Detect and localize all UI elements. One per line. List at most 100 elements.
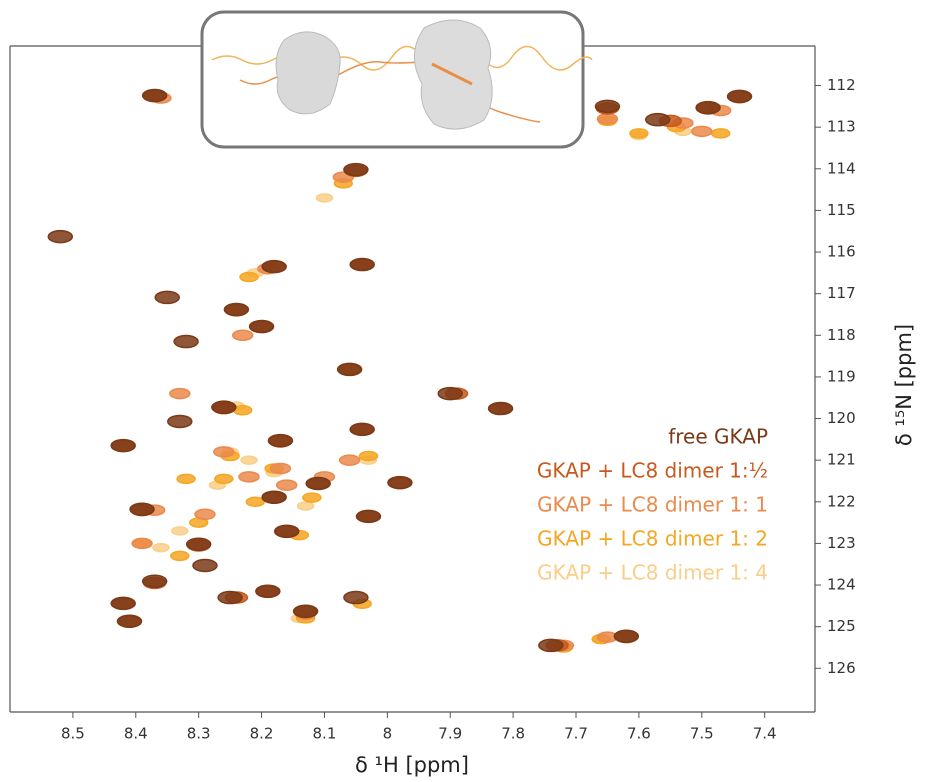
y-tick-label: 119 bbox=[827, 367, 856, 385]
y-tick-label: 124 bbox=[827, 576, 856, 594]
peak bbox=[645, 112, 671, 127]
peak bbox=[116, 614, 143, 629]
peak bbox=[170, 550, 190, 562]
peak bbox=[691, 125, 713, 138]
y-tick-label: 125 bbox=[827, 617, 856, 635]
peak bbox=[596, 113, 619, 125]
y-tick-label: 118 bbox=[827, 326, 856, 344]
y-tick-label: 120 bbox=[827, 409, 856, 427]
x-tick-label: 8 bbox=[383, 725, 393, 743]
peak bbox=[538, 638, 564, 653]
x-tick-label: 7.6 bbox=[627, 725, 651, 743]
peak bbox=[171, 526, 189, 536]
peak bbox=[695, 100, 721, 115]
peak bbox=[387, 475, 413, 490]
peak bbox=[349, 422, 375, 437]
peak bbox=[238, 471, 260, 483]
legend-entry: GKAP + LC8 dimer 1: 1 bbox=[537, 493, 768, 517]
y-tick-label: 126 bbox=[827, 659, 856, 677]
peak bbox=[223, 302, 250, 317]
peak bbox=[167, 414, 193, 429]
peak bbox=[338, 454, 361, 466]
y-tick-label: 115 bbox=[827, 201, 856, 219]
x-tick-label: 8.4 bbox=[124, 725, 148, 743]
peak bbox=[211, 400, 237, 415]
peak bbox=[305, 476, 331, 491]
peak bbox=[173, 334, 199, 349]
y-tick-label: 122 bbox=[827, 492, 856, 510]
x-tick-label: 7.9 bbox=[438, 725, 462, 743]
peak bbox=[141, 88, 168, 103]
peak bbox=[358, 450, 379, 462]
peak bbox=[152, 542, 170, 553]
peak bbox=[336, 362, 363, 377]
peak bbox=[248, 319, 275, 334]
y-tick-label: 121 bbox=[827, 451, 856, 469]
peak bbox=[613, 629, 640, 643]
y-tick-label: 113 bbox=[827, 118, 856, 136]
y-tick-label: 112 bbox=[827, 76, 856, 94]
peak bbox=[141, 574, 168, 589]
plot-frame bbox=[9, 45, 816, 713]
x-tick-label: 8.5 bbox=[61, 725, 85, 743]
peak bbox=[267, 433, 294, 448]
peak bbox=[194, 508, 216, 521]
peak bbox=[176, 473, 196, 485]
peak bbox=[726, 89, 753, 104]
peak bbox=[245, 496, 266, 508]
y-tick-label: 116 bbox=[827, 243, 856, 261]
peak bbox=[255, 584, 281, 599]
peak bbox=[213, 446, 235, 458]
x-tick-label: 8.2 bbox=[250, 725, 274, 743]
peak bbox=[192, 558, 218, 573]
x-tick-label: 8.1 bbox=[313, 725, 337, 743]
peak bbox=[231, 329, 254, 342]
peak bbox=[110, 596, 136, 611]
y-axis-title: δ ¹⁵N [ppm] bbox=[892, 324, 916, 446]
y-tick-label: 114 bbox=[827, 159, 856, 177]
peak bbox=[487, 401, 514, 416]
peak bbox=[437, 386, 463, 401]
x-tick-label: 7.4 bbox=[753, 725, 777, 743]
legend-entry: free GKAP bbox=[668, 425, 768, 449]
peak bbox=[273, 524, 300, 539]
peak bbox=[154, 290, 180, 305]
peak bbox=[594, 99, 621, 114]
axes: 8.5 8.4 8.3 8.2 8.1 8 7.9 7.8 7.7 7.6 7.5 7.4 112 113… bbox=[61, 76, 856, 742]
y-tick-label: 117 bbox=[827, 284, 856, 302]
peak bbox=[349, 257, 375, 272]
legend-entry: GKAP + LC8 dimer 1:½ bbox=[537, 459, 768, 483]
peak bbox=[261, 259, 287, 274]
peak bbox=[296, 501, 315, 511]
legend: free GKAP GKAP + LC8 dimer 1:½ GKAP + LC8 … bbox=[537, 425, 768, 585]
peak bbox=[343, 162, 369, 177]
peak bbox=[239, 271, 259, 283]
x-tick-label: 7.5 bbox=[690, 725, 714, 743]
peaks bbox=[47, 88, 753, 653]
peak bbox=[343, 590, 369, 605]
peak bbox=[214, 473, 234, 485]
structure-inset bbox=[200, 10, 593, 149]
peak bbox=[275, 479, 298, 491]
peak bbox=[710, 128, 731, 139]
peak bbox=[169, 387, 191, 400]
y-tick-label: 123 bbox=[827, 534, 856, 552]
peak bbox=[629, 128, 649, 139]
peak bbox=[261, 490, 287, 504]
peak bbox=[302, 492, 322, 503]
legend-entry: GKAP + LC8 dimer 1: 2 bbox=[537, 527, 768, 551]
peak bbox=[269, 462, 292, 475]
x-tick-label: 8.3 bbox=[187, 725, 211, 743]
x-axis-title: δ ¹H [ppm] bbox=[355, 753, 469, 777]
x-tick-label: 7.7 bbox=[564, 725, 588, 743]
peak bbox=[315, 193, 334, 203]
x-tick-label: 7.8 bbox=[501, 725, 525, 743]
peak bbox=[355, 509, 382, 524]
peak bbox=[110, 438, 136, 453]
peak bbox=[292, 604, 319, 619]
peak bbox=[185, 537, 212, 552]
peak bbox=[217, 590, 243, 605]
peak bbox=[131, 537, 153, 550]
peak bbox=[240, 455, 258, 465]
